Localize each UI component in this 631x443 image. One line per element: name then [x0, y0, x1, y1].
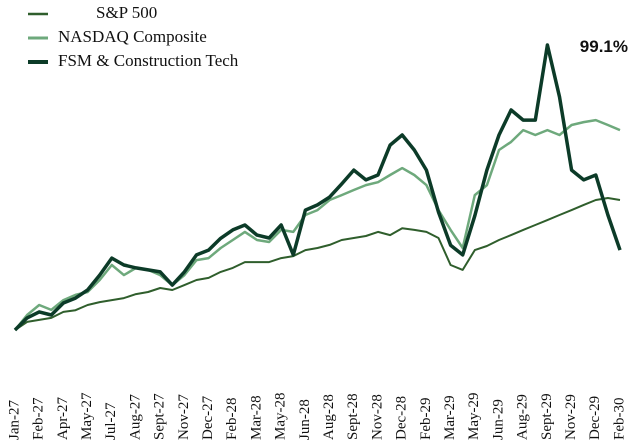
x-tick-label: Nov-28 — [369, 394, 385, 440]
x-tick-label: Apr-27 — [55, 396, 71, 440]
legend-label: FSM & Construction Tech — [58, 51, 239, 70]
x-tick-label: Nov-27 — [176, 394, 192, 440]
x-tick-label: Dec-28 — [394, 396, 410, 440]
x-tick-label: Feb-28 — [224, 398, 240, 441]
legend-label: S&P 500 — [96, 3, 157, 22]
legend-label: NASDAQ Composite — [58, 27, 207, 46]
x-tick-label: May-27 — [79, 392, 95, 440]
annotation: 99.1% — [580, 37, 628, 56]
x-tick-label: Jan-27 — [6, 400, 22, 440]
series-line — [14, 197, 621, 331]
x-tick-label: Aug-27 — [127, 394, 143, 440]
x-tick-label: Dec-27 — [200, 395, 216, 440]
x-tick-label: May-29 — [466, 393, 482, 441]
x-tick-label: Aug-28 — [321, 394, 337, 440]
x-tick-label: Feb-30 — [611, 398, 627, 441]
x-tick-label: Nov-29 — [563, 394, 579, 440]
x-tick-label: Sept-29 — [539, 393, 555, 440]
x-tick-label: Jun-29 — [490, 399, 506, 440]
series-line — [14, 118, 621, 331]
x-tick-label: Jun-28 — [297, 399, 313, 440]
x-tick-label: Sept-28 — [345, 393, 361, 440]
x-tick-label: Feb-29 — [418, 398, 434, 441]
x-tick-label: Dec-29 — [587, 396, 603, 440]
x-tick-label: Sept-27 — [152, 393, 168, 440]
x-tick-label: Aug-29 — [515, 394, 531, 440]
x-tick-label: Mar-29 — [442, 395, 458, 440]
x-tick-label: Feb-27 — [31, 397, 47, 440]
x-tick-label: May-28 — [273, 393, 289, 441]
series-line — [13, 43, 622, 332]
x-tick-label: Mar-28 — [248, 395, 264, 440]
x-tick-label: Jul-27 — [103, 402, 119, 440]
